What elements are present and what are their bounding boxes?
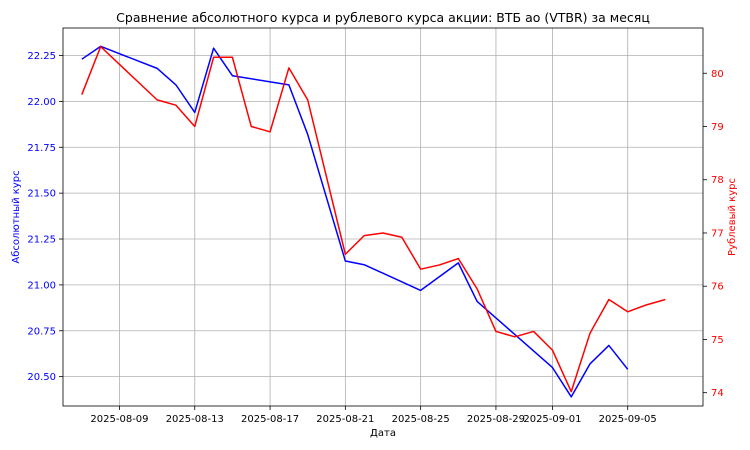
- x-tick-label: 2025-09-05: [599, 414, 657, 425]
- y-left-tick-label: 20.75: [27, 326, 56, 337]
- tick-layer: 2025-08-09 2025-08-13 2025-08-17 2025-08-21…: [27, 51, 723, 425]
- x-tick-label: 2025-09-01: [523, 414, 581, 425]
- x-tick-label: 2025-08-09: [90, 414, 148, 425]
- x-tick-label: 2025-08-29: [467, 414, 525, 425]
- x-tick-label: 2025-08-21: [316, 414, 374, 425]
- x-tick-label: 2025-08-25: [392, 414, 450, 425]
- y-left-tick-label: 22.00: [27, 97, 56, 108]
- y-left-tick-label: 21.75: [27, 143, 56, 154]
- series-line-absolute: [81, 45, 629, 398]
- y-left-tick-label: 22.25: [27, 51, 56, 62]
- y-right-tick-label: 80: [711, 69, 724, 80]
- series-layer: [81, 45, 666, 398]
- x-tick-label: 2025-08-17: [241, 414, 299, 425]
- y-right-tick-label: 75: [711, 335, 724, 346]
- y-right-tick-label: 76: [711, 282, 724, 293]
- y-right-tick-label: 77: [711, 228, 724, 239]
- y-left-tick-label: 21.00: [27, 280, 56, 291]
- chart-title: Сравнение абсолютного курса и рублевого …: [116, 10, 650, 25]
- series-line-ruble: [81, 45, 666, 393]
- y-right-tick-label: 74: [711, 388, 724, 399]
- y-right-tick-label: 78: [711, 175, 724, 186]
- y-axis-left-label: Абсолютный курс: [11, 170, 22, 263]
- plot-frame: [62, 27, 704, 407]
- y-left-tick-label: 20.50: [27, 372, 56, 383]
- y-axis-right-label: Рублевый курс: [727, 178, 738, 256]
- grid-layer: [63, 28, 703, 406]
- y-left-tick-label: 21.50: [27, 189, 56, 200]
- x-axis-label: Дата: [370, 428, 396, 439]
- y-right-tick-label: 79: [711, 122, 724, 133]
- y-left-tick-label: 21.25: [27, 235, 56, 246]
- x-tick-label: 2025-08-13: [166, 414, 224, 425]
